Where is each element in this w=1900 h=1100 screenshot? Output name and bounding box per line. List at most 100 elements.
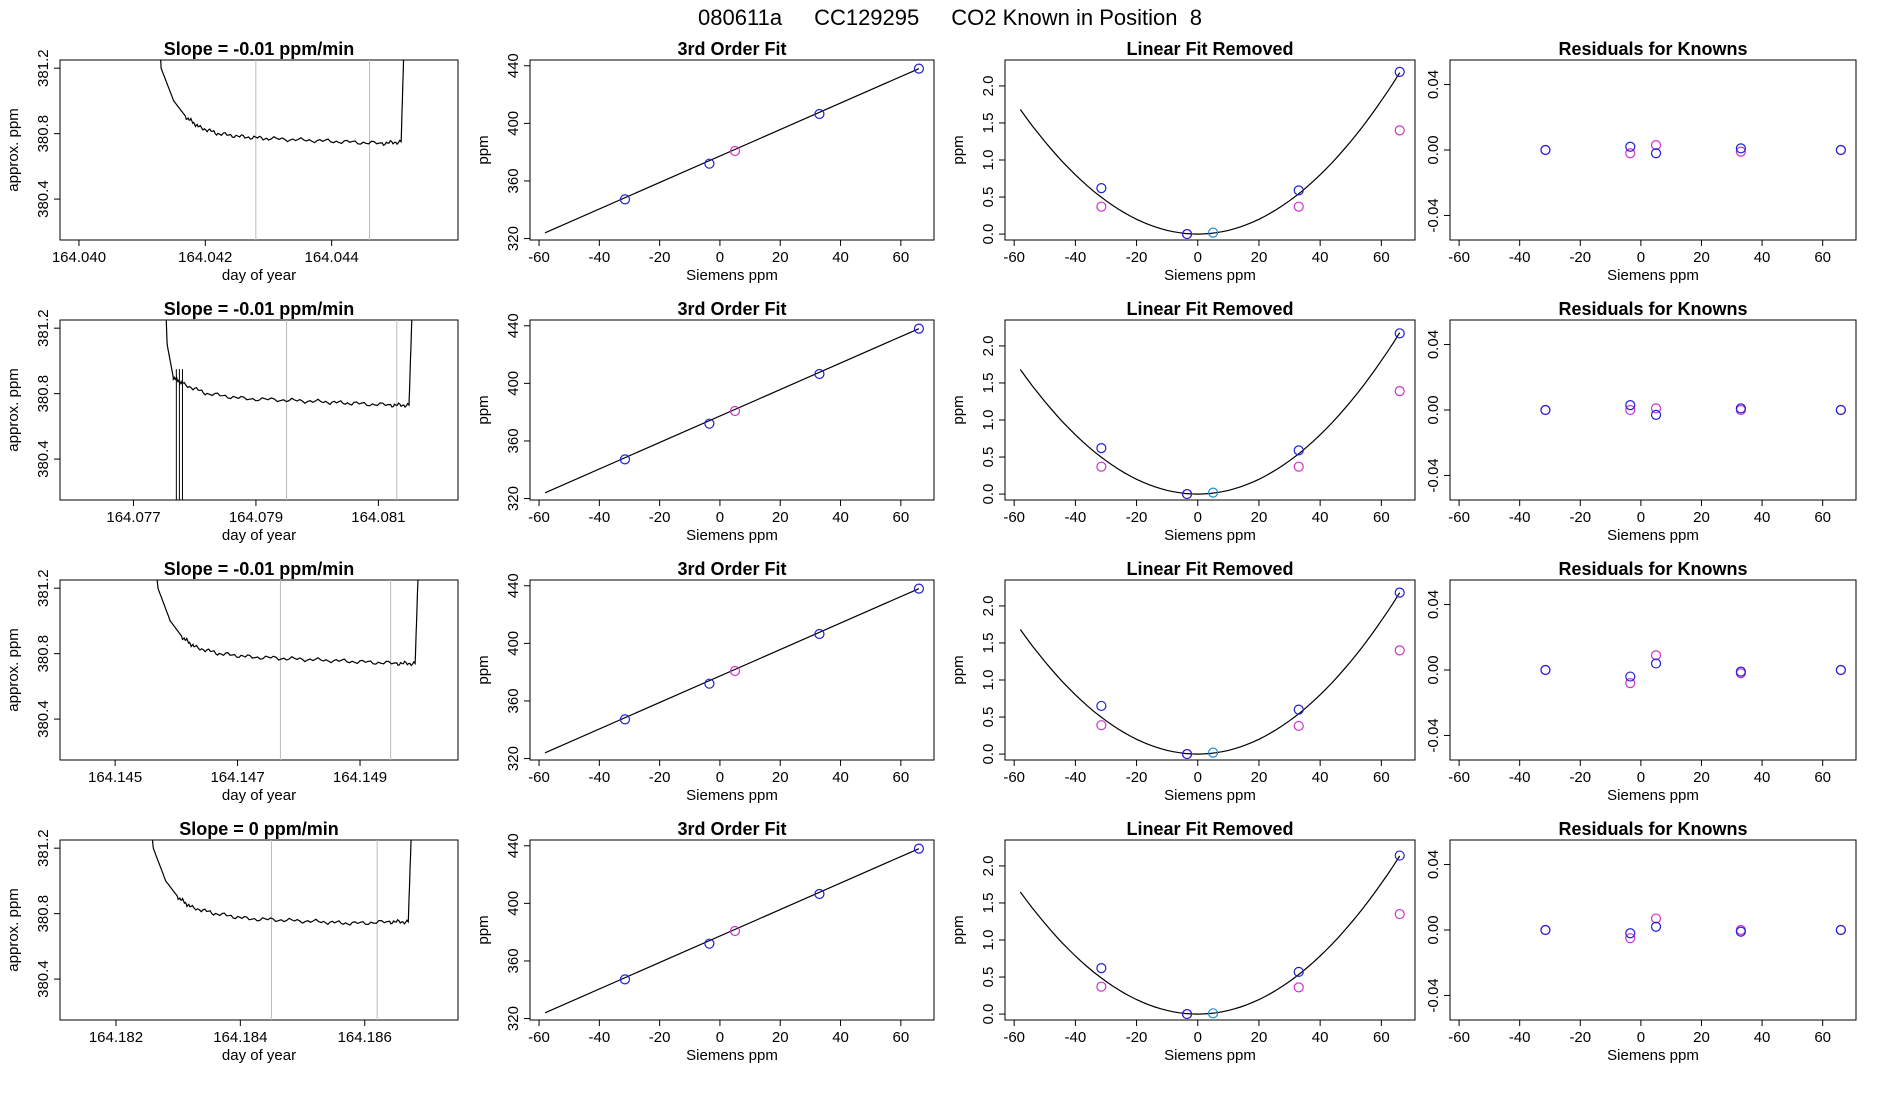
- plot-area: [544, 843, 925, 1014]
- known-point: [1394, 587, 1405, 598]
- x-tick-label: 40: [1754, 769, 1771, 786]
- x-tick-label: 164.040: [52, 249, 106, 266]
- x-axis-label: Siemens ppm: [1164, 267, 1256, 284]
- known-point: [814, 368, 825, 380]
- x-tick-label: 60: [1814, 249, 1831, 266]
- y-tick-label: 0.04: [1425, 850, 1442, 879]
- x-tick-label: 164.044: [305, 249, 359, 266]
- known-point: [1540, 144, 1551, 156]
- y-tick-label: 380.4: [35, 960, 52, 998]
- y-tick-label: 440: [505, 53, 522, 78]
- x-tick-label: 0: [1637, 509, 1645, 526]
- plot-title: Linear Fit Removed: [1126, 559, 1293, 579]
- plot-area: [1540, 650, 1846, 689]
- y-axis-label: ppm: [950, 135, 967, 164]
- run-id: 080611a: [698, 5, 783, 30]
- x-axis-label: day of year: [222, 267, 296, 284]
- x-tick-label: 60: [1814, 1029, 1831, 1046]
- y-tick-label: 0.04: [1425, 330, 1442, 359]
- x-tick-label: 40: [1754, 1029, 1771, 1046]
- x-tick-label: -20: [1569, 509, 1591, 526]
- known-point: [1096, 963, 1107, 974]
- plot-frame: [1449, 319, 1857, 501]
- plot-area: [1019, 587, 1405, 760]
- known-point: [913, 583, 925, 594]
- x-axis-label: day of year: [222, 787, 296, 804]
- plot-title: Slope = -0.01 ppm/min: [164, 299, 355, 319]
- y-tick-label: 2.0: [980, 855, 997, 876]
- known-point: [619, 714, 631, 725]
- x-tick-label: 20: [1693, 769, 1710, 786]
- x-axis-label: Siemens ppm: [1607, 1047, 1699, 1064]
- plot-frame: [529, 839, 935, 1021]
- y-tick-label: 381.2: [35, 829, 52, 867]
- x-tick-label: -20: [649, 1029, 671, 1046]
- fit-point: [1293, 201, 1304, 212]
- known-point: [1835, 404, 1846, 416]
- y-tick-label: 381.2: [35, 569, 52, 607]
- known-point: [1835, 664, 1846, 676]
- tank-id: CC129295: [814, 5, 920, 30]
- x-tick-label: 60: [892, 1029, 909, 1046]
- y-tick-label: 0.0: [980, 744, 997, 765]
- known-point: [1625, 399, 1636, 411]
- y-tick-label: 360: [505, 168, 522, 193]
- known-point: [1181, 1008, 1193, 1020]
- x-tick-label: 0: [1637, 249, 1645, 266]
- x-axis-label: Siemens ppm: [686, 267, 778, 284]
- known-point: [913, 63, 925, 74]
- x-tick-label: 40: [832, 509, 849, 526]
- x-tick-label: -60: [1448, 1029, 1470, 1046]
- panel-r3-c2: Linear Fit Removed -60 -40 -20 0 20 40 60 Siemen…: [950, 819, 1416, 1064]
- plot-area: [544, 63, 925, 234]
- plot-area: [1540, 913, 1846, 944]
- plot-frame: [1449, 579, 1857, 761]
- known-point: [1394, 328, 1405, 339]
- x-tick-label: 0: [716, 1029, 724, 1046]
- x-tick-label: 20: [772, 1029, 789, 1046]
- y-axis-label: ppm: [475, 135, 492, 164]
- x-tick-label: -20: [1126, 769, 1148, 786]
- x-tick-label: 20: [1251, 249, 1268, 266]
- plot-frame: [1004, 839, 1416, 1021]
- fit-point: [1394, 908, 1405, 920]
- x-axis-label: Siemens ppm: [1607, 527, 1699, 544]
- x-tick-label: 20: [1251, 769, 1268, 786]
- concentration-trace: [160, 60, 405, 147]
- concentration-trace: [151, 840, 412, 926]
- x-tick-label: 164.077: [106, 509, 160, 526]
- fit-curve: [1019, 72, 1401, 235]
- x-tick-label: 0: [716, 249, 724, 266]
- y-tick-label: 2.0: [980, 595, 997, 616]
- y-tick-label: 400: [505, 631, 522, 656]
- plot-area: [151, 840, 412, 1020]
- known-point: [1735, 666, 1746, 677]
- x-tick-label: -20: [1126, 1029, 1148, 1046]
- y-tick-label: 381.2: [35, 49, 52, 87]
- known-point: [1625, 141, 1636, 152]
- x-tick-label: 20: [1251, 1029, 1268, 1046]
- known-point: [704, 678, 715, 689]
- y-tick-label: 360: [505, 428, 522, 453]
- x-tick-label: -60: [1448, 509, 1470, 526]
- plot-frame: [59, 319, 459, 501]
- x-tick-label: 164.147: [210, 769, 264, 786]
- x-axis-label: Siemens ppm: [1607, 267, 1699, 284]
- plot-title: Residuals for Knowns: [1558, 559, 1747, 579]
- known-point: [1650, 409, 1662, 421]
- y-tick-label: 320: [505, 486, 522, 511]
- x-tick-label: -20: [649, 509, 671, 526]
- y-axis-label: ppm: [475, 395, 492, 424]
- x-tick-label: 40: [1312, 1029, 1329, 1046]
- x-tick-label: 60: [1373, 1029, 1390, 1046]
- panel-r2-c1: 3rd Order Fit -60 -40 -20 0 20 40 60 Siemens ppm…: [475, 559, 935, 804]
- x-tick-label: 40: [832, 769, 849, 786]
- y-tick-label: 380.8: [35, 895, 52, 933]
- y-tick-label: -0.04: [1425, 978, 1442, 1012]
- x-tick-label: -60: [1003, 249, 1025, 266]
- x-tick-label: -40: [588, 1029, 610, 1046]
- x-tick-label: 20: [772, 509, 789, 526]
- y-axis-label: ppm: [950, 915, 967, 944]
- y-tick-label: 380.4: [35, 700, 52, 738]
